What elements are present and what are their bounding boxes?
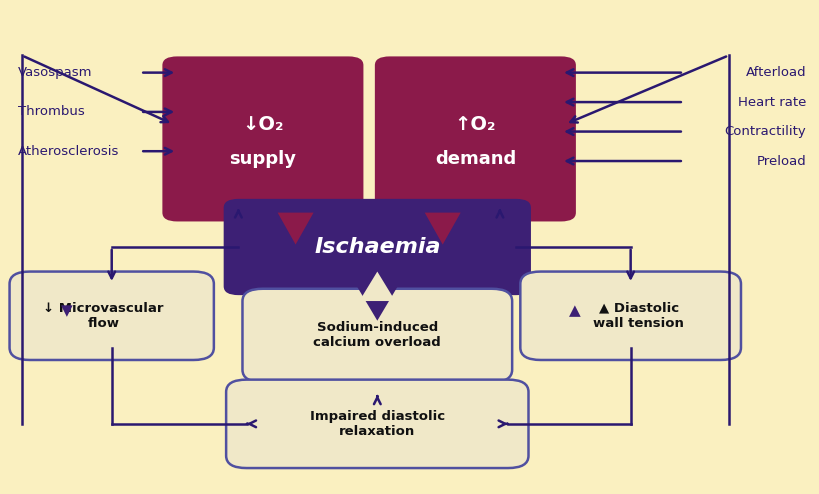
Text: ▲: ▲ — [568, 303, 580, 318]
Polygon shape — [356, 287, 397, 321]
Polygon shape — [278, 212, 313, 245]
FancyBboxPatch shape — [520, 272, 740, 360]
Text: Heart rate: Heart rate — [737, 96, 805, 109]
Text: Atherosclerosis: Atherosclerosis — [18, 145, 119, 158]
FancyBboxPatch shape — [162, 56, 363, 221]
Polygon shape — [359, 272, 395, 301]
Text: ↑O₂: ↑O₂ — [454, 115, 495, 134]
Text: Ischaemia: Ischaemia — [314, 237, 440, 257]
Text: Impaired diastolic
relaxation: Impaired diastolic relaxation — [310, 410, 445, 438]
Text: demand: demand — [434, 150, 515, 167]
Text: Vasospasm: Vasospasm — [18, 66, 92, 79]
Text: Contractility: Contractility — [724, 125, 805, 138]
FancyBboxPatch shape — [10, 272, 214, 360]
Text: ▲ Diastolic
wall tension: ▲ Diastolic wall tension — [593, 302, 683, 330]
Text: supply: supply — [229, 150, 296, 167]
Text: ↓ Microvascular
flow: ↓ Microvascular flow — [43, 302, 164, 330]
Text: ↓O₂: ↓O₂ — [242, 115, 283, 134]
FancyBboxPatch shape — [226, 379, 528, 468]
FancyBboxPatch shape — [242, 289, 512, 382]
Text: Sodium-induced
calcium overload: Sodium-induced calcium overload — [313, 322, 441, 349]
Text: ▼: ▼ — [61, 303, 73, 318]
Text: Afterload: Afterload — [744, 66, 805, 79]
Text: Thrombus: Thrombus — [18, 105, 84, 119]
Polygon shape — [424, 212, 460, 245]
FancyBboxPatch shape — [374, 56, 575, 221]
Text: Preload: Preload — [756, 155, 805, 167]
FancyBboxPatch shape — [224, 199, 530, 295]
